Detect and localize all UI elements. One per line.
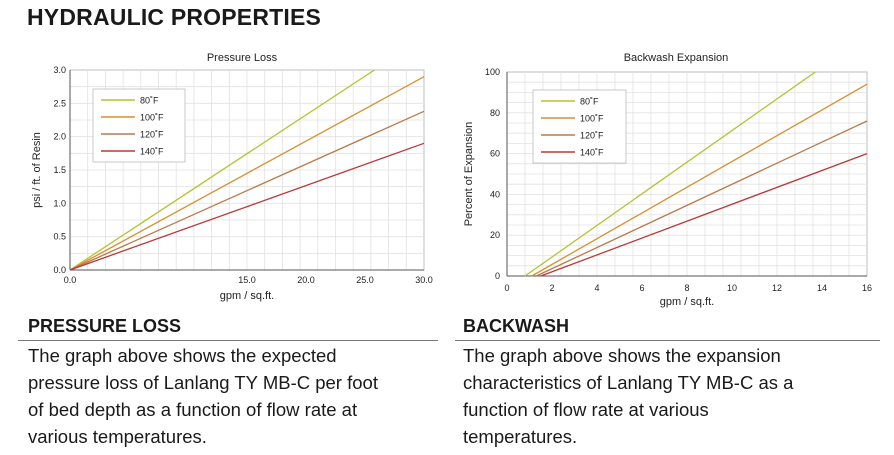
backwash-line-3: function of flow rate at various bbox=[463, 399, 709, 420]
pressure-loss-x-tick-label: 20.0 bbox=[297, 275, 315, 285]
pressure-loss-legend-label-4: 140˚F bbox=[140, 147, 164, 157]
pressure-loss-legend-label-3: 120˚F bbox=[140, 130, 164, 140]
pressure-loss-x-axis-label: gpm / sq.ft. bbox=[220, 290, 274, 302]
backwash-legend: 80˚F 100˚F 120˚F 140˚F bbox=[532, 89, 627, 164]
backwash-x-tick-label: 4 bbox=[594, 283, 599, 293]
backwash-x-tick-label: 12 bbox=[772, 283, 782, 293]
pressure-loss-y-tick-label: 0.0 bbox=[53, 265, 66, 275]
backwash-x-tick-label: 10 bbox=[727, 283, 737, 293]
pressure-loss-title: PRESSURE LOSS bbox=[28, 316, 182, 336]
backwash-y-tick-label: 60 bbox=[490, 149, 500, 159]
backwash-legend-label-3: 120˚F bbox=[580, 131, 604, 141]
backwash-line-2: characteristics of Lanlang TY MB-C as a bbox=[463, 372, 794, 393]
backwash-legend-label-1: 80˚F bbox=[580, 97, 599, 107]
pressure-loss-legend-label-2: 100˚F bbox=[140, 113, 164, 123]
backwash-x-tick-label: 14 bbox=[817, 283, 827, 293]
pressure-loss-y-tick-label: 2.5 bbox=[53, 98, 66, 108]
backwash-chart-title: Backwash Expansion bbox=[624, 52, 729, 64]
pressure-loss-series-line-2 bbox=[69, 76, 425, 271]
backwash-legend-label-2: 100˚F bbox=[580, 114, 604, 124]
backwash-x-axis-label: gpm / sq.ft. bbox=[660, 296, 714, 308]
backwash-y-tick-label: 0 bbox=[495, 271, 500, 281]
pressure-loss-y-axis-label: psi / ft. of Resin bbox=[31, 132, 43, 208]
backwash-series-line-3 bbox=[536, 120, 868, 277]
backwash-expansion-chart: 0 2 4 6 8 10 12 14 16 0 20 40 60 80 100 Backwash Expans… bbox=[463, 52, 872, 308]
backwash-legend-box bbox=[532, 89, 627, 164]
pressure-loss-x-tick-label: 30.0 bbox=[415, 275, 433, 285]
pressure-loss-series-line-3 bbox=[69, 110, 425, 271]
backwash-x-tick-label: 6 bbox=[639, 283, 644, 293]
backwash-line-1: The graph above shows the expansion bbox=[463, 345, 781, 366]
backwash-series-line-4 bbox=[540, 152, 868, 277]
pressure-loss-line-4: various temperatures. bbox=[28, 426, 207, 447]
pressure-loss-x-tick-label: 15.0 bbox=[238, 275, 256, 285]
pressure-loss-y-tick-label: 1.0 bbox=[53, 198, 66, 208]
pressure-loss-y-tick-label: 0.5 bbox=[53, 232, 66, 242]
backwash-y-tick-label: 100 bbox=[485, 67, 500, 77]
pressure-loss-line-3: of bed depth as a function of flow rate … bbox=[28, 399, 358, 420]
pressure-loss-series-line-4 bbox=[69, 142, 425, 271]
backwash-y-tick-label: 20 bbox=[490, 230, 500, 240]
backwash-x-tick-label: 2 bbox=[549, 283, 554, 293]
pressure-loss-series-line-1 bbox=[69, 69, 375, 271]
pressure-loss-legend: 80˚F 100˚F 120˚F 140˚F bbox=[92, 88, 186, 163]
pressure-loss-y-tick-label: 3.0 bbox=[53, 65, 66, 75]
pressure-loss-legend-label-1: 80˚F bbox=[140, 96, 159, 106]
pressure-loss-x-tick-label: 0.0 bbox=[64, 275, 77, 285]
pressure-loss-description: The graph above shows the expected press… bbox=[28, 342, 378, 450]
pressure-loss-y-tick-label: 2.0 bbox=[53, 132, 66, 142]
backwash-series-line-2 bbox=[531, 83, 868, 277]
backwash-y-axis-label: Percent of Expansion bbox=[463, 122, 475, 227]
pressure-loss-legend-box bbox=[92, 88, 186, 163]
pressure-loss-chart-title: Pressure Loss bbox=[207, 52, 278, 64]
backwash-y-tick-label: 80 bbox=[490, 108, 500, 118]
backwash-line-4: temperatures. bbox=[463, 426, 578, 447]
backwash-series-line-1 bbox=[524, 71, 816, 277]
page-heading: HYDRAULIC PROPERTIES bbox=[27, 4, 322, 30]
backwash-x-tick-label: 8 bbox=[684, 283, 689, 293]
pressure-loss-line-1: The graph above shows the expected bbox=[28, 345, 337, 366]
pressure-loss-line-2: pressure loss of Lanlang TY MB-C per foo… bbox=[28, 372, 378, 393]
backwash-title: BACKWASH bbox=[463, 316, 569, 336]
backwash-x-tick-label: 16 bbox=[862, 283, 872, 293]
pressure-loss-x-tick-label: 25.0 bbox=[356, 275, 374, 285]
pressure-loss-y-tick-label: 1.5 bbox=[53, 165, 66, 175]
backwash-legend-label-4: 140˚F bbox=[580, 148, 604, 158]
pressure-loss-divider bbox=[18, 340, 438, 341]
pressure-loss-chart: 0.0 15.0 20.0 25.0 30.0 0.0 0.5 1.0 1.5 2.0 2.5 3.0… bbox=[31, 52, 433, 302]
backwash-description: The graph above shows the expansion char… bbox=[463, 342, 793, 450]
backwash-divider bbox=[455, 340, 880, 341]
backwash-y-tick-label: 40 bbox=[490, 189, 500, 199]
backwash-x-tick-label: 0 bbox=[504, 283, 509, 293]
